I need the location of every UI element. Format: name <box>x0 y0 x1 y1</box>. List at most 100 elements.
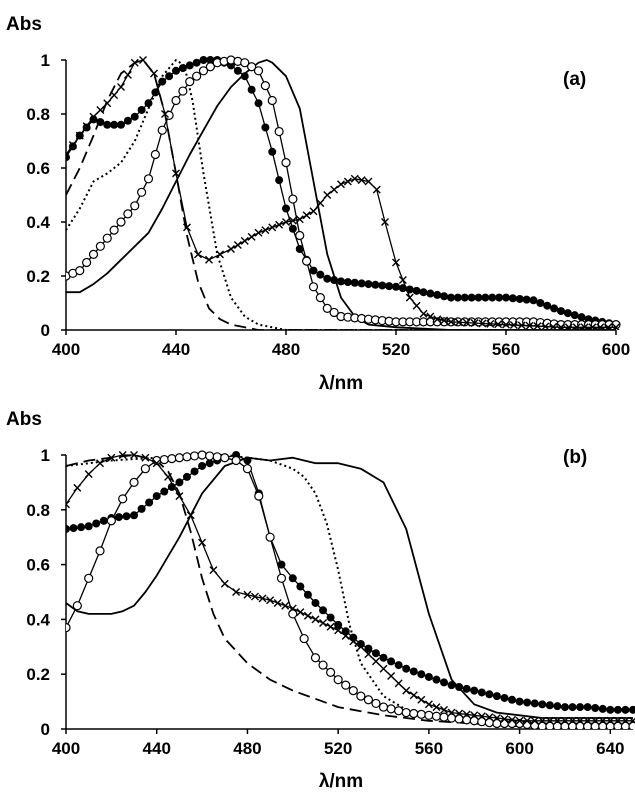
marker-cross-a <box>216 250 224 259</box>
marker-filled-circle-b <box>311 598 320 607</box>
marker-cross-a <box>572 323 581 330</box>
marker-cross-a <box>316 199 325 208</box>
marker-cross-a <box>75 131 84 140</box>
marker-filled-circle-a <box>151 88 160 97</box>
marker-filled-circle-b <box>66 524 70 533</box>
marker-open-circle-a <box>82 257 92 268</box>
marker-open-circle-b <box>212 452 222 462</box>
panel-b-label: (b) <box>563 447 587 468</box>
x-tick-label-b: 600 <box>505 739 533 758</box>
marker-open-circle-a <box>116 217 126 227</box>
marker-cross-a <box>440 316 449 325</box>
marker-cross-a <box>557 323 565 330</box>
marker-filled-circle-a <box>199 56 208 64</box>
marker-open-circle-a <box>281 158 291 168</box>
marker-cross-a <box>541 322 550 330</box>
marker-cross-a <box>275 220 284 229</box>
marker-filled-circle-b <box>145 498 154 507</box>
marker-open-circle-b <box>416 709 426 719</box>
marker-cross-b <box>515 716 524 725</box>
marker-filled-circle-a <box>309 266 318 275</box>
marker-cross-b <box>152 459 161 468</box>
marker-cross-a <box>533 322 542 330</box>
marker-filled-circle-a <box>261 123 270 132</box>
marker-open-circle-b <box>530 720 540 729</box>
marker-filled-circle-b <box>409 667 418 676</box>
marker-filled-circle-a <box>522 295 531 304</box>
marker-open-circle-b <box>231 455 241 466</box>
marker-filled-circle-b <box>455 682 464 691</box>
marker-filled-circle-b <box>319 606 328 615</box>
marker-cross-b <box>326 622 335 631</box>
marker-cross-b <box>394 679 403 688</box>
marker-filled-circle-b <box>530 699 539 708</box>
marker-filled-circle-b <box>182 472 191 481</box>
marker-filled-circle-b <box>387 657 396 666</box>
marker-cross-a <box>240 236 249 245</box>
marker-cross-b <box>545 716 554 725</box>
marker-open-circle-a <box>88 249 99 259</box>
marker-cross-a <box>117 83 125 91</box>
marker-open-circle-a <box>302 256 312 266</box>
marker-filled-circle-a <box>460 293 469 302</box>
marker-cross-b <box>485 713 494 722</box>
marker-filled-circle-b <box>152 492 161 501</box>
x-tick-label-a: 560 <box>492 340 520 359</box>
marker-open-circle-b <box>159 454 169 465</box>
marker-filled-circle-a <box>557 307 565 316</box>
marker-cross-b <box>220 579 229 588</box>
marker-filled-circle-b <box>553 702 562 711</box>
marker-cross-a <box>433 315 442 324</box>
marker-filled-circle-a <box>295 245 304 253</box>
marker-open-circle-b <box>394 706 404 716</box>
marker-filled-circle-a <box>185 61 194 70</box>
marker-cross-b <box>96 459 105 468</box>
marker-filled-circle-b <box>447 681 456 690</box>
marker-cross-b <box>598 716 607 725</box>
marker-cross-b <box>273 598 282 607</box>
marker-filled-circle-a <box>502 293 510 302</box>
marker-open-circle-b <box>129 477 139 487</box>
marker-cross-a <box>66 150 70 159</box>
marker-open-circle-b <box>341 680 351 690</box>
marker-cross-a <box>470 319 479 328</box>
marker-cross-a <box>233 240 242 249</box>
marker-open-circle-a <box>150 149 160 160</box>
marker-filled-circle-a <box>89 115 98 124</box>
marker-open-circle-a <box>253 66 264 76</box>
marker-cross-a <box>183 223 191 232</box>
marker-cross-a <box>612 323 620 330</box>
plot-area-b: 0 0.2 0.4 0.6 0.8 1 400 440 480 520 560 600 640 <box>26 446 635 758</box>
marker-cross-b <box>538 716 547 725</box>
y-tick-label-a: 0.8 <box>26 105 50 124</box>
marker-filled-circle-a <box>481 293 490 302</box>
marker-cross-b <box>243 590 252 599</box>
plot-area-a: 0 0.2 0.4 0.6 0.8 1 400 440 480 520 560 600 <box>26 51 630 359</box>
marker-open-circle-a <box>329 307 339 318</box>
marker-cross-b <box>621 716 630 725</box>
marker-open-circle-b <box>66 623 71 633</box>
marker-open-circle-b <box>424 710 434 720</box>
marker-open-circle-b <box>276 573 287 583</box>
marker-filled-circle-b <box>175 478 184 487</box>
marker-filled-circle-a <box>385 282 394 291</box>
marker-cross-b <box>141 453 150 462</box>
marker-filled-circle-a <box>364 280 373 289</box>
marker-filled-circle-b <box>508 695 517 704</box>
marker-filled-circle-a <box>103 120 112 129</box>
marker-filled-circle-b <box>440 678 448 687</box>
marker-filled-circle-a <box>123 116 132 125</box>
marker-open-circle-a <box>185 76 195 87</box>
marker-filled-circle-a <box>529 296 538 305</box>
marker-cross-b <box>379 664 388 673</box>
marker-cross-b <box>402 686 411 695</box>
marker-cross-a <box>247 232 256 241</box>
marker-filled-circle-b <box>477 688 486 697</box>
marker-open-circle-a <box>137 187 147 197</box>
marker-filled-circle-b <box>402 664 411 673</box>
marker-open-circle-b <box>431 711 442 721</box>
marker-cross-b <box>455 709 464 718</box>
marker-open-circle-a <box>247 62 257 72</box>
marker-cross-b <box>462 710 471 719</box>
marker-cross-a <box>588 323 597 330</box>
